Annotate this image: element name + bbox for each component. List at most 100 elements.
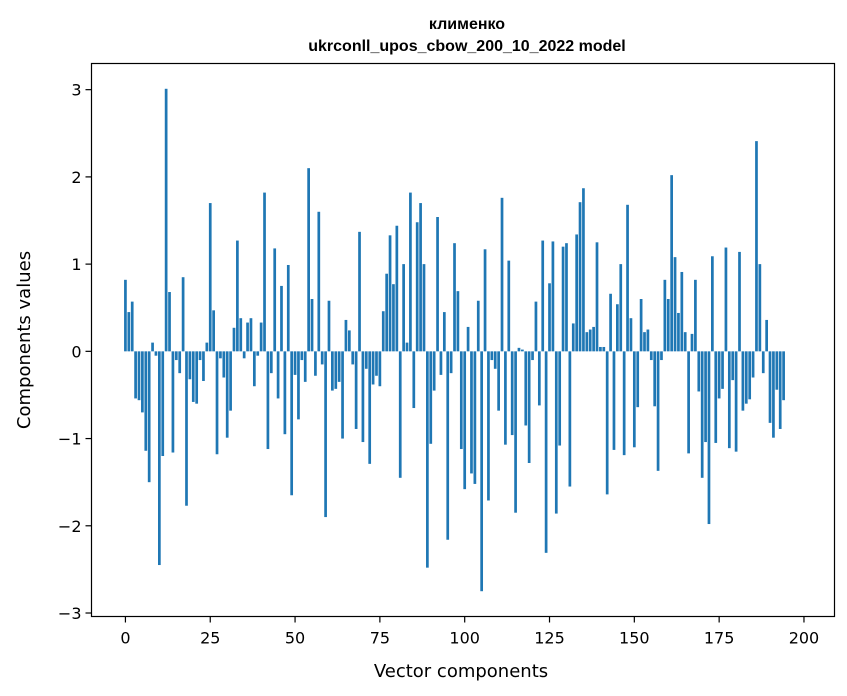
bar-component-132	[571, 323, 575, 352]
y-tick-label: −1	[58, 430, 82, 449]
bar-component-46	[280, 285, 283, 352]
bar-component-77	[385, 273, 389, 352]
bar-component-136	[585, 332, 589, 352]
y-tick-label: 2	[71, 168, 81, 187]
bar-component-92	[436, 217, 439, 352]
bar-component-194	[782, 351, 785, 401]
bar-component-190	[768, 351, 772, 423]
bar-component-140	[599, 346, 602, 352]
bar-component-154	[646, 329, 650, 352]
x-tick-label: 150	[619, 629, 650, 648]
bar-component-151	[636, 351, 640, 408]
bar-component-45	[276, 351, 280, 399]
bar-component-167	[690, 333, 694, 352]
y-tick-label: 3	[71, 81, 81, 100]
bar-component-180	[734, 351, 738, 452]
bar-component-134	[578, 202, 582, 352]
bar-component-53	[303, 351, 307, 382]
bar-component-7	[147, 351, 151, 483]
bar-component-54	[307, 168, 310, 352]
bar-component-72	[368, 351, 372, 464]
bar-component-52	[300, 351, 304, 361]
bar-component-84	[409, 192, 412, 352]
bar-component-42	[266, 351, 270, 450]
x-tick-label: 175	[704, 629, 735, 648]
bar-component-95	[446, 351, 450, 540]
bar-component-114	[510, 351, 514, 436]
bar-component-141	[602, 346, 606, 352]
bar-component-116	[517, 347, 521, 352]
bar-component-9	[154, 351, 158, 356]
bar-component-1	[127, 312, 131, 352]
bar-component-164	[680, 271, 684, 352]
bar-component-60	[327, 300, 331, 352]
bar-component-19	[188, 351, 192, 380]
bar-component-166	[687, 351, 690, 454]
bar-component-104	[476, 300, 480, 352]
bar-component-31	[229, 351, 232, 411]
bar-component-44	[273, 248, 277, 352]
bar-component-70	[361, 351, 365, 443]
bar-component-101	[466, 326, 470, 352]
bar-component-143	[609, 293, 612, 352]
bar-component-173	[711, 256, 714, 352]
bar-component-47	[283, 351, 287, 435]
bar-component-133	[575, 234, 579, 352]
bar-component-48	[286, 264, 290, 352]
bar-component-158	[660, 351, 663, 361]
ticks-group: 0 25 50 75 100 125 150 175 200 −3 −2 −1 0 1 2 3	[58, 81, 819, 648]
bar-component-107	[487, 351, 490, 501]
bar-component-181	[738, 251, 741, 352]
bar-component-91	[432, 351, 436, 391]
bar-component-43	[269, 351, 273, 374]
y-tick-label: 0	[71, 342, 81, 361]
bar-component-94	[442, 312, 446, 352]
bar-component-175	[717, 351, 721, 399]
bar-component-171	[704, 351, 707, 443]
bar-component-135	[582, 188, 585, 352]
bar-component-117	[521, 349, 524, 352]
bar-component-122	[537, 351, 541, 406]
bar-component-142	[605, 351, 609, 495]
bar-component-102	[470, 351, 473, 474]
bar-component-97	[453, 243, 456, 352]
bar-component-41	[263, 192, 266, 352]
bar-component-75	[378, 351, 382, 387]
bar-component-66	[347, 330, 351, 352]
x-axis-label: Vector components	[374, 661, 548, 682]
bar-component-20	[191, 351, 195, 402]
bar-component-62	[334, 351, 338, 389]
x-tick-label: 100	[449, 629, 480, 648]
bar-component-109	[493, 351, 497, 369]
bar-component-113	[507, 260, 511, 352]
y-tick-label: −2	[58, 517, 82, 536]
bar-component-81	[398, 351, 402, 478]
bar-component-83	[405, 342, 409, 352]
bar-component-147	[622, 351, 626, 456]
bar-component-80	[395, 225, 399, 352]
bar-component-146	[619, 264, 623, 352]
x-tick-label: 25	[200, 629, 220, 648]
bar-component-36	[246, 322, 249, 352]
bar-component-162	[673, 257, 677, 352]
bar-component-160	[666, 299, 670, 352]
bar-component-79	[392, 284, 395, 352]
plot-frame	[90, 62, 836, 618]
bar-component-137	[588, 329, 592, 352]
bar-component-63	[337, 351, 341, 382]
bar-component-5	[141, 351, 144, 413]
bar-component-193	[778, 351, 782, 429]
bar-component-4	[137, 351, 141, 401]
bar-component-168	[694, 279, 697, 352]
bar-component-149	[629, 318, 633, 352]
bar-component-12	[164, 88, 168, 352]
bar-component-74	[375, 351, 378, 376]
bar-component-127	[554, 351, 558, 514]
bar-component-30	[225, 351, 229, 438]
bar-component-163	[677, 312, 680, 352]
y-tick-label: 1	[71, 255, 81, 274]
bar-component-184	[748, 351, 752, 400]
bar-component-148	[626, 204, 629, 352]
bar-component-16	[178, 351, 182, 374]
bar-component-118	[524, 351, 528, 426]
